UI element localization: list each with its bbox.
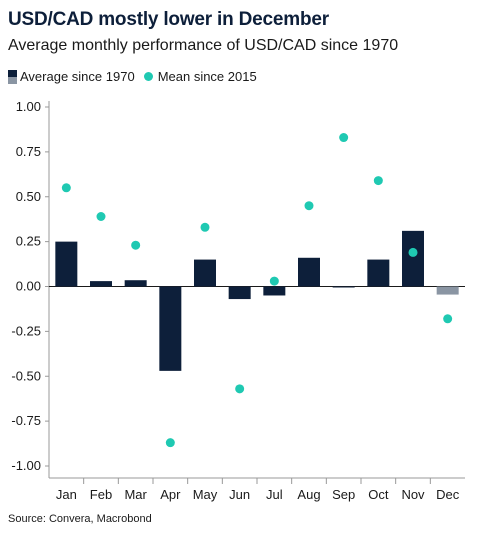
x-tick-label: Oct [368,487,389,502]
bar-jul [263,286,286,296]
bar-sep [332,286,355,288]
x-tick-label: Sep [332,487,355,502]
y-tick-label: -0.50 [11,368,41,383]
y-tick-label: 0.75 [16,144,41,159]
x-tick-label: Feb [90,487,112,502]
legend-dot-icon [143,72,153,81]
bar-apr [159,286,182,371]
x-tick-label: Jan [56,487,77,502]
bar-nov [402,230,424,287]
dot-sep [339,133,349,143]
bar-aug [298,257,320,287]
bar-oct [367,259,390,287]
x-tick-label: Jun [229,487,250,502]
x-tick-label: Apr [160,487,181,502]
bar-jan [55,241,78,287]
legend-item-average: Average since 1970 [8,69,135,84]
x-tick-label: Dec [436,487,460,502]
dot-apr [165,438,175,448]
y-tick-label: 0.00 [16,279,41,294]
dot-feb [96,211,106,221]
bar-dec [436,286,459,295]
dot-dec [443,314,453,324]
x-tick-label: Aug [297,487,320,502]
source-note: Source: Convera, Macrobond [8,513,152,525]
x-tick-label: Mar [124,487,147,502]
legend: Average since 1970 Mean since 2015 [8,69,266,84]
dot-jul [269,276,279,286]
x-tick-label: Nov [401,487,425,502]
dot-aug [304,201,314,211]
y-tick-label: 0.50 [16,189,41,204]
dot-jun [235,384,245,394]
y-tick-label: 0.25 [16,234,41,249]
legend-bar-swatch-icon [8,69,17,84]
x-tick-label: May [193,487,218,502]
dot-oct [373,176,383,186]
x-tick-label: Jul [266,487,283,502]
dot-may [200,222,210,232]
bar-jun [228,286,251,300]
legend-item-mean: Mean since 2015 [143,69,257,84]
chart-subtitle: Average monthly performance of USD/CAD s… [8,37,399,54]
dot-nov [408,247,418,257]
legend-label-mean: Mean since 2015 [157,69,257,84]
bar-mar [124,280,147,287]
legend-label-average: Average since 1970 [20,69,135,84]
bar-feb [90,281,112,287]
chart-title: USD/CAD mostly lower in December [8,9,329,30]
y-tick-label: -0.25 [11,323,41,338]
y-tick-label: 1.00 [16,99,41,114]
y-tick-label: -0.75 [11,413,41,428]
bar-may [194,259,216,287]
dot-mar [131,240,141,250]
y-tick-label: -1.00 [11,458,41,473]
dot-jan [61,183,71,193]
